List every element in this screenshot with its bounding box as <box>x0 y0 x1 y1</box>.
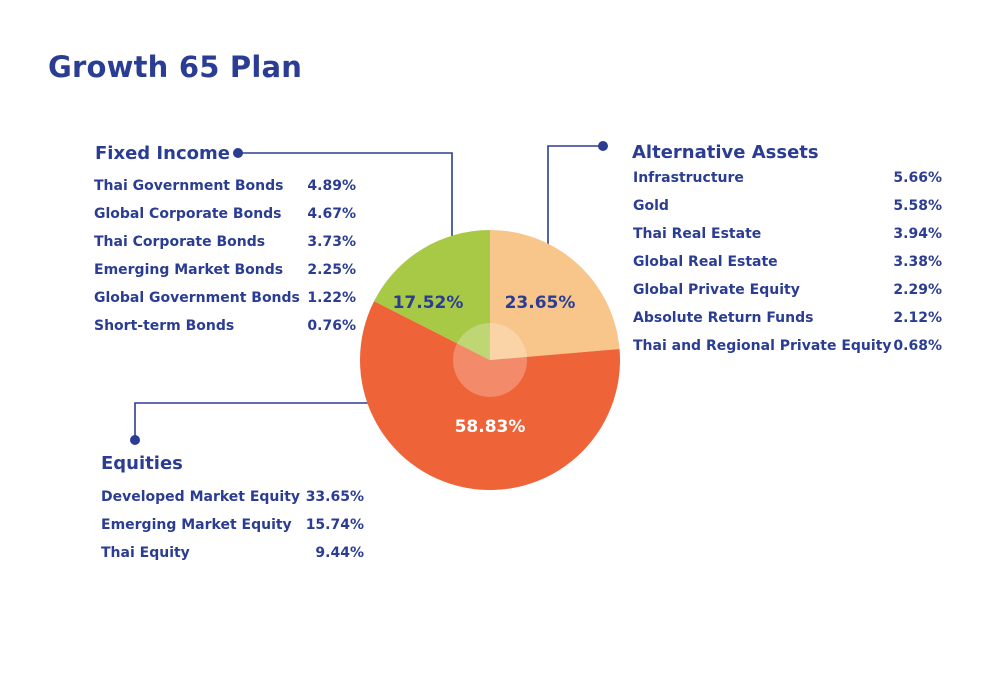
fixed-income-value: 0.76% <box>307 318 356 334</box>
fixed-income-row: Emerging Market Bonds 2.25% <box>94 261 356 279</box>
equities-connector-dot <box>130 435 140 445</box>
alternative-assets-label: Global Private Equity <box>633 282 800 298</box>
fixed-income-label: Global Government Bonds <box>94 290 300 306</box>
equities-value: 33.65% <box>305 489 364 505</box>
alternative-assets-label: Global Real Estate <box>633 254 778 270</box>
alternative-assets-label: Absolute Return Funds <box>633 310 814 326</box>
fixed-income-value: 4.89% <box>307 178 356 194</box>
equities-row: Emerging Market Equity 15.74% <box>101 516 364 534</box>
fixed-income-value: 1.22% <box>307 290 356 306</box>
equities-value: 9.44% <box>315 545 364 561</box>
alternative-assets-row: Thai Real Estate 3.94% <box>633 225 942 243</box>
alternative-assets-value: 3.38% <box>893 254 942 270</box>
pie-slice-label: 17.52% <box>393 293 464 313</box>
alternative-assets-label: Infrastructure <box>633 170 744 186</box>
fixed-income-value: 2.25% <box>307 262 356 278</box>
pie-slice-label: 23.65% <box>505 293 576 313</box>
pie-slices <box>359 230 620 491</box>
fixed-income-value: 3.73% <box>307 234 356 250</box>
equities-connector <box>134 402 368 440</box>
fixed-income-row: Global Government Bonds 1.22% <box>94 289 356 307</box>
equities-label: Emerging Market Equity <box>101 517 292 533</box>
fixed-income-label: Short-term Bonds <box>94 318 235 334</box>
pie-center-highlight <box>453 323 527 397</box>
pie-slice-equities <box>359 301 620 491</box>
alternative-assets-row: Absolute Return Funds 2.12% <box>633 309 942 327</box>
alternative-assets-value: 0.68% <box>893 338 942 354</box>
fixed-income-label: Global Corporate Bonds <box>94 206 282 222</box>
alternative-assets-row: Gold 5.58% <box>633 197 942 215</box>
alternative-assets-value: 2.29% <box>893 282 942 298</box>
alternative-assets-connector-dot <box>598 141 608 151</box>
equities-value: 15.74% <box>305 517 364 533</box>
equities-row: Thai Equity 9.44% <box>101 544 364 562</box>
alternative-assets-row: Global Private Equity 2.29% <box>633 281 942 299</box>
alternative-assets-label: Thai Real Estate <box>633 226 762 242</box>
fixed-income-connector-dot <box>233 148 243 158</box>
fixed-income-value: 4.67% <box>307 206 356 222</box>
alternative-assets-value: 3.94% <box>893 226 942 242</box>
fixed-income-connector <box>238 152 453 250</box>
alternative-assets-row: Thai and Regional Private Equity 0.68% <box>633 337 942 355</box>
alternative-assets-title: Alternative Assets <box>632 142 819 163</box>
fixed-income-title: Fixed Income <box>95 143 230 164</box>
alternative-assets-value: 5.66% <box>893 170 942 186</box>
equities-title: Equities <box>101 453 183 474</box>
pie-slice-labels: 23.65% 58.83% 17.52% <box>393 293 576 437</box>
fixed-income-label: Thai Government Bonds <box>94 178 284 194</box>
fixed-income-row: Thai Corporate Bonds 3.73% <box>94 233 356 251</box>
fixed-income-label: Thai Corporate Bonds <box>94 234 266 250</box>
pie-slice-fixed-income <box>374 230 490 360</box>
alternative-assets-label: Thai and Regional Private Equity <box>633 338 892 354</box>
equities-label: Developed Market Equity <box>101 489 301 505</box>
alternative-assets-value: 2.12% <box>893 310 942 326</box>
alternative-assets-row: Infrastructure 5.66% <box>633 169 942 187</box>
fixed-income-label: Emerging Market Bonds <box>94 262 284 278</box>
page-title: Growth 65 Plan <box>48 50 303 84</box>
alternative-assets-connector <box>547 145 603 245</box>
connector-lines <box>130 141 608 445</box>
equities-row: Developed Market Equity 33.65% <box>101 488 364 506</box>
alternative-assets-label: Gold <box>633 198 669 214</box>
equities-label: Thai Equity <box>101 545 190 561</box>
alternative-assets-value: 5.58% <box>893 198 942 214</box>
fixed-income-row: Global Corporate Bonds 4.67% <box>94 205 356 223</box>
fixed-income-row: Short-term Bonds 0.76% <box>94 317 356 335</box>
pie-slice-alternative-assets <box>490 230 620 360</box>
alternative-assets-row: Global Real Estate 3.38% <box>633 253 942 271</box>
fixed-income-row: Thai Government Bonds 4.89% <box>94 177 356 195</box>
pie-slice-label: 58.83% <box>455 417 526 437</box>
